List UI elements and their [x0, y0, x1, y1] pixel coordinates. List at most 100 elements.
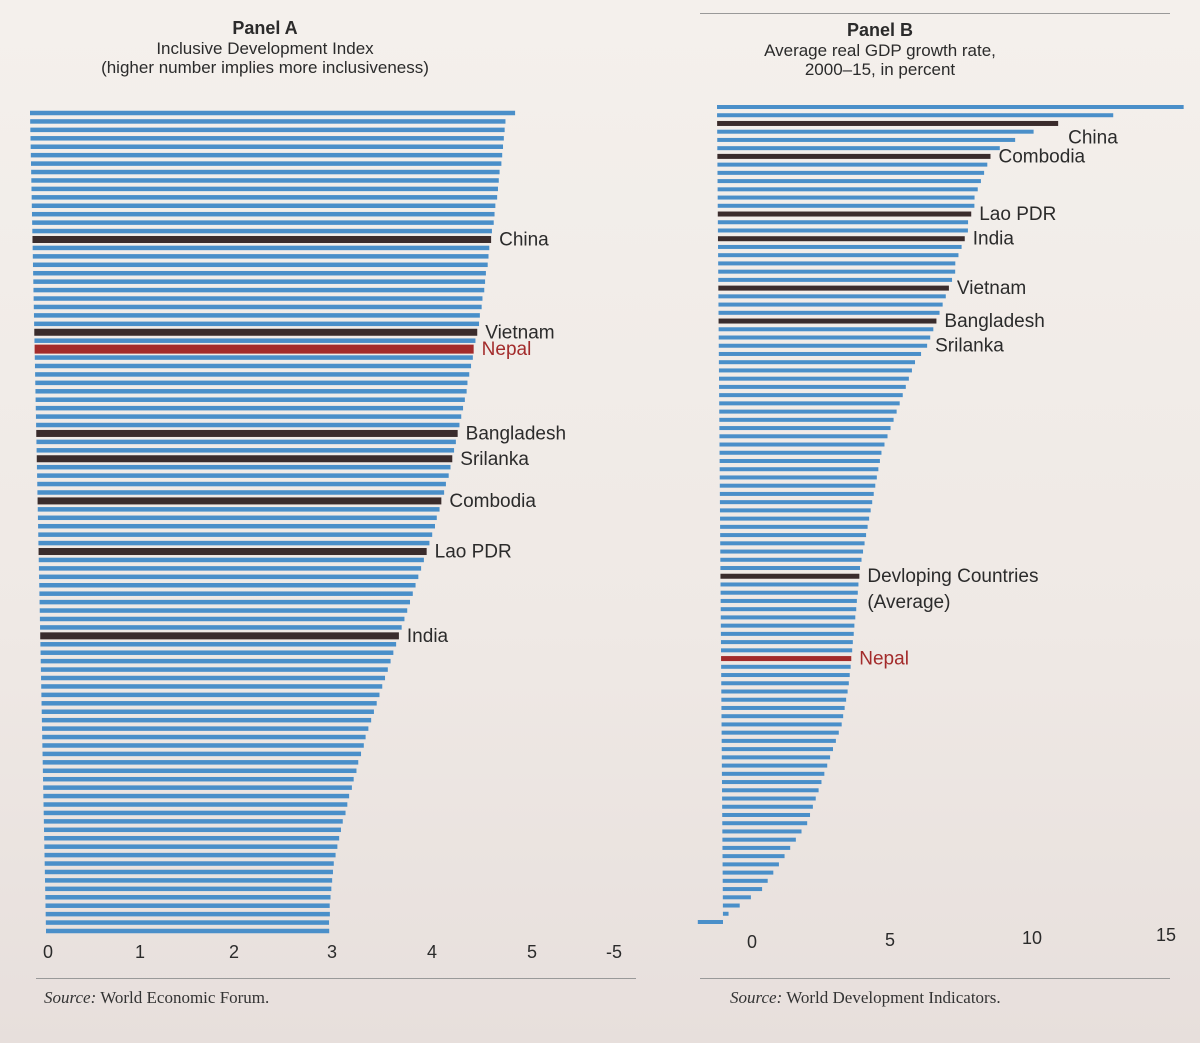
- panel-b-bar: [720, 582, 859, 587]
- panel-a-bar: [43, 810, 346, 816]
- panel-a-bar: [35, 372, 470, 377]
- panel-a-bar: [45, 911, 330, 917]
- panel-b-x-tick: 15: [1156, 925, 1176, 945]
- panel-b-bar: [719, 434, 888, 439]
- panel-a-bar: [38, 532, 433, 537]
- panel-b-bar: [717, 105, 1184, 109]
- panel-a-bar: [41, 692, 380, 698]
- panel-b-label-devloping-countries: Devloping Countries: [867, 566, 1038, 587]
- panel-a-bar-india: [40, 632, 399, 640]
- panel-a-label-vietnam: Vietnam: [485, 322, 554, 343]
- panel-b-bar: [721, 771, 825, 776]
- panel-b-bar: [721, 755, 831, 760]
- panel-a-bar: [45, 878, 333, 883]
- panel-b-bar: [717, 170, 985, 175]
- panel-b-bar: [719, 475, 877, 480]
- panel-a-bar: [43, 793, 350, 799]
- panel-b-bar-india: [717, 236, 965, 242]
- panel-a-bar: [40, 658, 391, 664]
- panel-a-bar-vietnam: [34, 328, 478, 336]
- panel-a-bar: [45, 903, 330, 908]
- panel-a-bar: [32, 262, 488, 268]
- panel-b-bar: [719, 393, 903, 398]
- panel-a-bar: [42, 734, 366, 740]
- panel-b-bar: [720, 598, 857, 603]
- panel-a-bar: [31, 195, 498, 200]
- panel-a-bar: [41, 709, 374, 714]
- panel-b-bar: [721, 681, 849, 686]
- panel-a-bar: [42, 760, 359, 765]
- panel-b-bar: [721, 697, 847, 702]
- panel-a-source-text: World Economic Forum.: [100, 988, 270, 1007]
- panel-a-bar: [36, 422, 460, 428]
- panel-b-bar: [719, 417, 894, 422]
- panel-a-bar: [38, 557, 424, 563]
- panel-a-x-tick: 2: [229, 942, 239, 962]
- panel-b-bar: [719, 491, 874, 496]
- panel-a-bar: [45, 886, 332, 892]
- panel-b-x-tick: 0: [747, 932, 757, 952]
- panel-b-bar: [720, 566, 861, 571]
- panel-b-bar: [718, 269, 956, 274]
- panel-a-bar: [44, 852, 336, 858]
- panel-a-bar: [33, 304, 482, 310]
- panel-a-bar: [34, 321, 480, 327]
- panel-a-bar: [38, 523, 435, 529]
- panel-a-bar: [42, 743, 364, 748]
- panel-a-bar: [41, 701, 377, 706]
- panel-b-bar: [720, 631, 854, 636]
- panel-a-bar: [35, 389, 467, 394]
- panel-b-source-text: World Development Indicators.: [786, 988, 1001, 1007]
- panel-a-subtitle: (higher number implies more inclusivenes…: [101, 58, 429, 78]
- panel-a-bar: [35, 380, 468, 386]
- panel-b-bar: [722, 854, 785, 859]
- panel-b-bar: [718, 244, 962, 249]
- panel-b-bar: [722, 895, 751, 900]
- panel-b-label-bangladesh: Bangladesh: [944, 311, 1044, 332]
- panel-b-bar: [719, 458, 880, 463]
- panel-a-bar: [40, 642, 397, 647]
- panel-b-bar: [720, 516, 870, 521]
- panel-b-bar: [721, 738, 836, 743]
- panel-b-bar: [717, 179, 981, 184]
- panel-b-bar: [721, 722, 842, 727]
- panel-b-bar: [720, 549, 864, 554]
- panel-b-bar: [720, 541, 865, 546]
- panel-b-bar: [719, 442, 885, 447]
- panel-b-label-china: China: [1068, 127, 1118, 148]
- panel-a-bar: [41, 684, 383, 689]
- panel-b-bar: [721, 730, 839, 735]
- panel-b-bar: [720, 640, 853, 645]
- panel-a-bar-lao-pdr: [38, 548, 427, 556]
- panel-a-bar: [33, 287, 485, 293]
- panel-a-bar: [33, 270, 486, 276]
- panel-b-bar: [719, 483, 876, 488]
- panel-a-bar: [30, 127, 505, 133]
- panel-b-bar: [719, 401, 900, 406]
- panel-a-bar: [39, 574, 419, 580]
- panel-a-bar: [43, 785, 352, 790]
- panel-a-bar-srilanka: [36, 455, 453, 463]
- panel-b-bar: [718, 360, 916, 365]
- panel-b-bar: [721, 747, 833, 752]
- panel-a-bar: [33, 296, 483, 301]
- panel-a-bar: [31, 178, 499, 183]
- panel-a-bar: [34, 363, 472, 369]
- panel-a-bar: [39, 608, 408, 613]
- panel-a-bar: [37, 515, 437, 521]
- panel-b-bar: [718, 294, 946, 299]
- panel-b-bar: [719, 409, 897, 414]
- panel-a-bar: [35, 414, 462, 419]
- panel-b-label-vietnam: Vietnam: [957, 278, 1026, 299]
- panel-a-bar: [30, 119, 506, 124]
- panel-a-bar: [43, 802, 348, 807]
- panel-a-bar: [43, 776, 354, 782]
- panel-b-bar: [717, 146, 1000, 151]
- panel-b-bar: [722, 878, 768, 883]
- panel-b-bar: [721, 705, 845, 710]
- panel-b-bar: [719, 500, 873, 505]
- panel-b-bar: [720, 615, 856, 620]
- panel-a-bar: [46, 928, 330, 934]
- panel-a-label-combodia: Combodia: [449, 491, 536, 512]
